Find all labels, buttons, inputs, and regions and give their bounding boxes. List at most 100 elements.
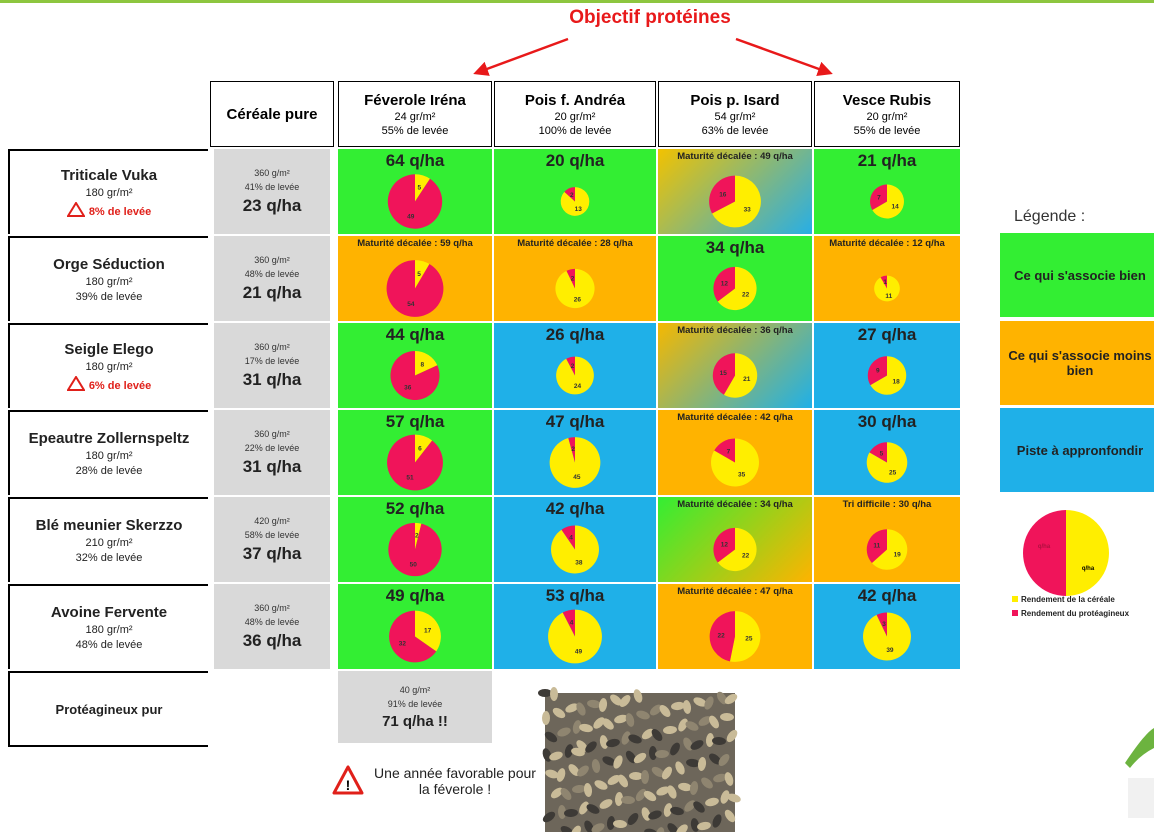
pie-value-label: 8 (420, 362, 424, 369)
pie-value-label: 25 (889, 470, 897, 477)
pie-chart: 14 7 (870, 184, 904, 219)
legend-pie-label: q/ha (1038, 544, 1051, 550)
association-cell: 52 q/ha 2 50 (338, 497, 492, 582)
pie-value-label: 21 (743, 376, 751, 383)
header-cell: Céréale pure (210, 81, 334, 147)
row-emergence-line: 6% de levée (10, 375, 208, 392)
pie-slice-protein (713, 266, 735, 302)
pie-value-label: 51 (406, 475, 414, 482)
pure-yield: 31 q/ha (242, 369, 302, 389)
row-name: Epeautre Zollernspeltz (28, 430, 190, 447)
cell-label: 42 q/ha (857, 586, 917, 605)
pie-slice-protein (388, 522, 442, 577)
pie-value-label: 24 (574, 383, 582, 390)
row-name: Avoine Fervente (50, 604, 168, 621)
pie-value-label: 19 (894, 552, 902, 559)
pie-slice-protein (561, 525, 575, 550)
pie-value-label: 4 (569, 534, 573, 541)
legend-key: Rendement de la céréale (1012, 595, 1115, 604)
logo (1125, 728, 1154, 818)
pie-slice-cereal (872, 184, 904, 219)
cell-label: 34 q/ha (705, 238, 765, 257)
cell-label: Tri difficile : 30 q/ha (842, 499, 932, 510)
pure-density: 40 g/m² (399, 684, 431, 695)
association-cell: 49 q/ha 17 32 (338, 584, 492, 669)
association-cell: Maturité décalée : 47 q/ha 25 22 (658, 584, 812, 669)
pie-value-label: 14 (891, 204, 899, 211)
pie-slice-cereal (871, 529, 908, 570)
row-emergence: 28% de levée (75, 465, 143, 477)
cell-label: Maturité décalée : 47 q/ha (677, 586, 793, 597)
pie-slice-protein (709, 175, 735, 214)
pie-slice-protein (566, 356, 575, 376)
cell-label: 27 q/ha (857, 325, 917, 344)
legend-box: Ce qui s'associe bien (1000, 233, 1154, 317)
column-density: 20 gr/m² (866, 110, 908, 123)
pie-slice-protein (566, 268, 575, 289)
row-name: Blé meunier Skerzzo (35, 517, 183, 534)
legend-label: Ce qui s'associe bien (1014, 267, 1146, 283)
pie-chart: 132 (560, 187, 590, 216)
pie-value-label: 3 (882, 621, 886, 628)
row-emergence: 8% de levée (88, 206, 152, 218)
pie-value-label: 22 (718, 633, 726, 640)
pie-slice-protein (876, 612, 887, 637)
pie-slice-cereal (723, 353, 758, 398)
arrow (735, 37, 833, 76)
association-cell: 64 q/ha 5 49 (338, 149, 492, 234)
pure-yield: 31 q/ha (242, 456, 302, 476)
pure-density: 420 g/m² (254, 515, 290, 526)
row-header: Protéagineux pur (8, 671, 208, 747)
header-cell: Vesce Rubis 20 gr/m² 55% de levée (814, 81, 960, 147)
pie-chart: 38 4 (551, 525, 599, 574)
row-density: 180 gr/m² (85, 276, 133, 288)
pie-value-label: 35 (738, 471, 746, 478)
pure-cereal-cell: 360 g/m² 22% de levée 31 q/ha (214, 410, 330, 495)
pie-value-label: 2 (570, 192, 574, 199)
cell-label: Maturité décalée : 34 q/ha (677, 499, 793, 510)
pie-chart: 2 50 (388, 522, 442, 577)
pure-density: 360 g/m² (254, 254, 290, 265)
column-density: 54 gr/m² (714, 110, 756, 123)
cell-label: 57 q/ha (385, 412, 445, 431)
association-cell: Maturité décalée : 28 q/ha 26 2 (494, 236, 656, 321)
pure-emergence: 48% de levée (244, 268, 300, 279)
pie-value-label: 36 (404, 384, 412, 391)
pie-slice-protein (564, 187, 575, 202)
row-emergence: 39% de levée (75, 291, 143, 303)
pie-slice-protein (568, 437, 575, 463)
pie-slice-cereal (415, 174, 430, 202)
cell-label: 47 q/ha (545, 412, 605, 431)
pie-slice-cereal (556, 356, 594, 395)
legend-key-label: Rendement de la céréale (1021, 595, 1115, 604)
pie-value-label: 7 (877, 194, 881, 201)
pie-value-label: 1 (883, 279, 887, 286)
pie-chart: 6 51 (387, 434, 443, 491)
pure-cereal-cell: 360 g/m² 41% de levée 23 q/ha (214, 149, 330, 234)
association-cell: 44 q/ha 8 36 (338, 323, 492, 408)
pie-value-label: 33 (744, 206, 752, 213)
pie-slice-cereal (717, 266, 757, 311)
association-cell: Maturité décalée : 36 q/ha 21 15 (658, 323, 812, 408)
pie-chart: 33 16 (709, 175, 761, 228)
association-cell: 34 q/ha 22 12 (658, 236, 812, 321)
association-cell: Maturité décalée : 42 q/ha 35 7 (658, 410, 812, 495)
legend-slice-cereal (1066, 510, 1109, 596)
cell-label: Maturité décalée : 49 q/ha (677, 151, 793, 162)
column-emergence: 55% de levée (381, 124, 449, 137)
pie-slice-cereal (874, 275, 900, 302)
cell-label: 26 q/ha (545, 325, 605, 344)
pie-chart: 22 12 (713, 266, 757, 311)
pie-chart: 49 4 (548, 609, 602, 664)
legend-slice-protein (1023, 510, 1066, 596)
seed-photo (538, 687, 741, 832)
legend-swatch (1012, 610, 1018, 616)
pure-emergence: 22% de levée (244, 442, 300, 453)
association-cell: Maturité décalée : 59 q/ha 5 54 (338, 236, 492, 321)
pie-value-label: 12 (721, 281, 729, 288)
cell-label: Maturité décalée : 28 q/ha (517, 238, 633, 249)
pie-value-label: 54 (407, 301, 415, 308)
row-emergence: 48% de levée (75, 639, 143, 651)
association-cell: Maturité décalée : 34 q/ha 22 12 (658, 497, 812, 582)
row-emergence-line: 8% de levée (10, 201, 208, 218)
